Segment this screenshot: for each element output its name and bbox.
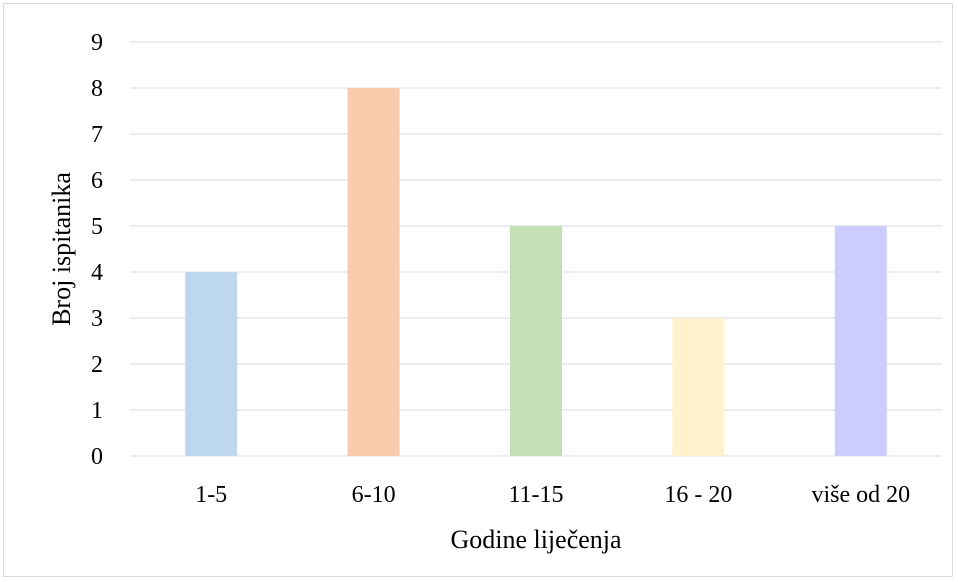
y-tick-label-4: 4 — [91, 260, 103, 286]
x-tick-label-3: 11-15 — [508, 482, 563, 508]
y-tick-label-7: 7 — [91, 122, 103, 148]
y-tick-label-8: 8 — [91, 76, 103, 102]
bar-1 — [185, 272, 238, 456]
x-axis-title: Godine liječenja — [450, 525, 622, 554]
x-tick-label-4: 16 - 20 — [664, 482, 732, 508]
x-tick-label-2: 6-10 — [352, 482, 396, 508]
x-tick-label-1: 1-5 — [195, 482, 227, 508]
bar-2 — [347, 88, 400, 456]
y-tick-label-1: 1 — [91, 398, 103, 424]
y-tick-label-6: 6 — [91, 168, 103, 194]
bar-3 — [510, 226, 562, 456]
gridlines — [130, 41, 942, 457]
bar-4 — [672, 318, 725, 456]
y-tick-labels: 0 1 2 3 4 5 6 7 8 9 — [91, 30, 103, 470]
y-tick-label-9: 9 — [91, 30, 103, 56]
x-tick-labels: 1-5 6-10 11-15 16 - 20 više od 20 — [195, 482, 910, 508]
y-tick-label-3: 3 — [91, 306, 103, 332]
y-tick-label-2: 2 — [91, 352, 103, 378]
x-tick-label-5: više od 20 — [811, 482, 910, 508]
y-tick-label-5: 5 — [91, 214, 103, 240]
y-axis-title: Broj ispitanika — [47, 172, 76, 326]
y-tick-label-0: 0 — [91, 444, 103, 470]
chart-frame — [3, 3, 953, 577]
bars — [185, 88, 887, 456]
bar-5 — [834, 226, 887, 456]
